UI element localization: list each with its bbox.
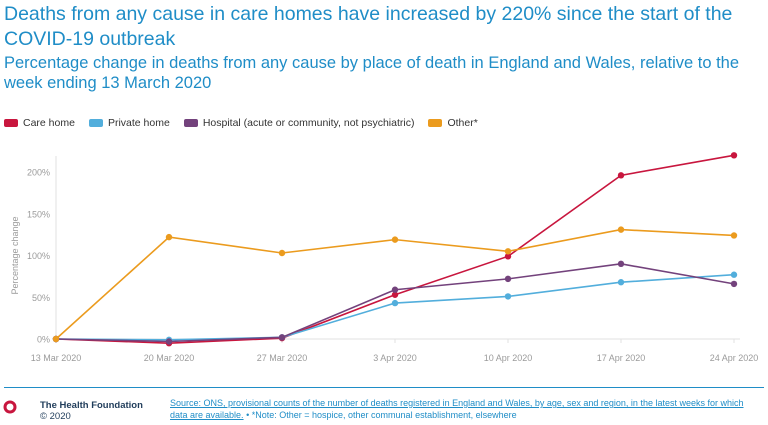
- source-link[interactable]: Source: ONS, provisional counts of the n…: [170, 398, 744, 420]
- legend: Care home Private home Hospital (acute or …: [4, 116, 492, 130]
- y-tick-label: 50%: [32, 293, 50, 303]
- x-tick-label: 20 Mar 2020: [144, 353, 195, 363]
- x-tick-label: 24 Apr 2020: [710, 353, 759, 363]
- legend-item-3: Other*: [428, 117, 478, 129]
- legend-swatch: [183, 119, 198, 127]
- legend-item-1: Private home: [88, 117, 170, 129]
- x-tick-label: 13 Mar 2020: [31, 353, 82, 363]
- data-point: [730, 152, 738, 159]
- y-axis-label: Percentage change: [10, 216, 20, 294]
- x-tick-label: 10 Apr 2020: [484, 353, 533, 363]
- line-chart: 0% 50% 100% 150% 200% Percentage change 13 Mar…: [10, 152, 759, 363]
- data-point: [278, 334, 286, 341]
- chart-title: Deaths from any cause in care homes have…: [4, 3, 733, 50]
- y-tick-label: 150%: [27, 209, 50, 219]
- legend-item-0: Care home: [4, 117, 75, 129]
- series-line-3: [55, 228, 735, 340]
- data-point: [730, 280, 738, 288]
- data-point: [504, 275, 512, 283]
- bullet-separator: •: [246, 409, 252, 420]
- copyright: © 2020: [40, 411, 71, 422]
- data-point: [52, 335, 60, 343]
- legend-item-2: Hospital (acute or community, not psychi…: [183, 117, 415, 129]
- y-tick-label: 100%: [27, 251, 50, 261]
- footer-divider: [4, 387, 764, 388]
- series-line-1: [55, 273, 735, 341]
- y-tick-label: 0%: [37, 335, 50, 345]
- organisation: The Health Foundation © 2020: [40, 400, 143, 422]
- data-point: [165, 338, 173, 345]
- data-point: [278, 249, 286, 257]
- data-point: [391, 236, 399, 243]
- data-point: [730, 232, 738, 239]
- data-point: [617, 260, 625, 268]
- data-point: [617, 172, 625, 179]
- data-point: [391, 286, 399, 293]
- legend-swatch: [88, 119, 103, 127]
- data-point: [504, 248, 512, 255]
- legend-label: Other*: [447, 117, 478, 129]
- data-point: [504, 293, 512, 300]
- chart-subtitle: Percentage change in deaths from any cau…: [4, 54, 740, 92]
- x-tick-label: 3 Apr 2020: [373, 353, 417, 363]
- data-point: [391, 291, 399, 298]
- source-note: Source: ONS, provisional counts of the n…: [170, 398, 762, 421]
- data-point: [504, 253, 512, 260]
- data-point: [165, 233, 173, 241]
- series-line-0: [55, 154, 735, 344]
- legend-label: Care home: [23, 117, 75, 129]
- x-tick-label: 17 Apr 2020: [597, 353, 646, 363]
- data-point: [730, 271, 738, 278]
- legend-label: Private home: [107, 117, 170, 129]
- legend-swatch: [428, 119, 443, 127]
- footnote: *Note: Other = hospice, other communal e…: [251, 409, 517, 420]
- health-foundation-logo-icon: [3, 400, 17, 414]
- y-tick-label: 200%: [27, 168, 50, 178]
- legend-swatch: [4, 119, 18, 127]
- org-name: The Health Foundation: [40, 400, 143, 411]
- data-point: [617, 226, 625, 233]
- x-tick-label: 27 Mar 2020: [257, 353, 308, 363]
- legend-label: Hospital (acute or community, not psychi…: [202, 117, 415, 129]
- data-point: [391, 299, 399, 307]
- data-point: [617, 279, 625, 286]
